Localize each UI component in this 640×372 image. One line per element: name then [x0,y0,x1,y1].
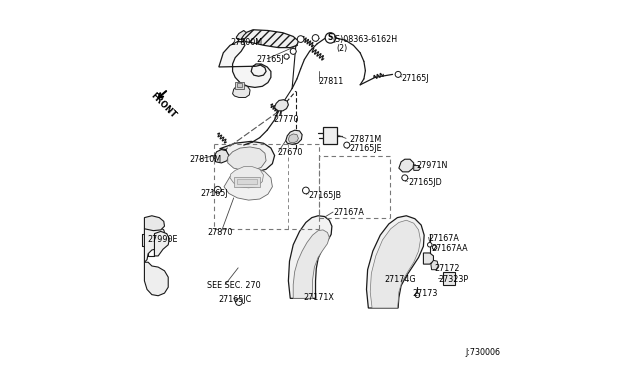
Circle shape [395,71,401,77]
Text: 27165JE: 27165JE [349,144,381,153]
Circle shape [298,36,304,42]
Text: 27173: 27173 [412,289,438,298]
Text: 27167A: 27167A [333,208,364,217]
Circle shape [402,175,408,181]
Circle shape [291,48,296,54]
Polygon shape [232,85,250,97]
Polygon shape [219,42,271,87]
Text: 27770: 27770 [273,115,299,124]
Circle shape [303,187,309,194]
Text: 27172: 27172 [435,264,460,273]
Text: 27990E: 27990E [147,235,177,244]
Polygon shape [289,134,298,143]
Polygon shape [236,31,246,40]
Polygon shape [241,30,298,48]
Circle shape [415,293,420,298]
Polygon shape [220,141,275,172]
Polygon shape [154,231,170,256]
Text: (2): (2) [337,44,348,53]
Text: S: S [328,33,333,42]
Text: 27810M: 27810M [189,155,221,164]
Polygon shape [230,167,264,188]
Polygon shape [145,216,164,231]
Polygon shape [443,272,454,285]
Polygon shape [145,225,166,262]
Text: 27165JC: 27165JC [219,295,252,304]
Text: 27165J: 27165J [200,189,228,198]
Circle shape [344,142,349,148]
Polygon shape [431,260,438,270]
Text: 27811: 27811 [318,77,344,86]
Polygon shape [235,82,244,89]
Polygon shape [370,220,420,308]
Text: 27165J: 27165J [257,55,284,64]
Polygon shape [399,159,413,172]
Text: 27871M: 27871M [349,135,381,144]
Text: 27167A: 27167A [429,234,460,243]
Text: 27165JB: 27165JB [308,191,341,200]
Text: 27165JD: 27165JD [408,178,442,187]
Circle shape [428,243,432,247]
Polygon shape [286,130,302,144]
Text: 27323P: 27323P [438,275,468,284]
Polygon shape [237,83,243,87]
Text: 27800M: 27800M [231,38,263,47]
Text: FRONT: FRONT [148,92,177,121]
Circle shape [312,35,319,41]
Polygon shape [367,216,424,308]
Polygon shape [228,147,266,170]
Polygon shape [224,168,273,200]
Circle shape [433,245,437,250]
Text: 27171X: 27171X [303,293,334,302]
Circle shape [325,33,335,43]
Text: 27174G: 27174G [384,275,415,284]
Polygon shape [145,262,168,296]
Text: 27165J: 27165J [402,74,429,83]
Circle shape [284,54,289,59]
Circle shape [214,186,221,193]
Polygon shape [424,253,433,264]
Polygon shape [275,100,289,111]
Text: 27870: 27870 [207,228,233,237]
Polygon shape [289,216,332,298]
Text: J:730006: J:730006 [466,348,501,357]
Polygon shape [234,177,260,187]
Text: 27670: 27670 [277,148,303,157]
Circle shape [236,299,243,305]
Text: (S)08363-6162H: (S)08363-6162H [332,35,397,44]
Text: 27971N: 27971N [416,161,447,170]
Polygon shape [237,179,257,184]
Polygon shape [323,127,337,144]
Text: 27167AA: 27167AA [431,244,468,253]
Polygon shape [413,166,420,170]
Polygon shape [293,230,330,298]
Text: SEE SEC. 270: SEE SEC. 270 [207,281,260,290]
Polygon shape [214,150,229,163]
